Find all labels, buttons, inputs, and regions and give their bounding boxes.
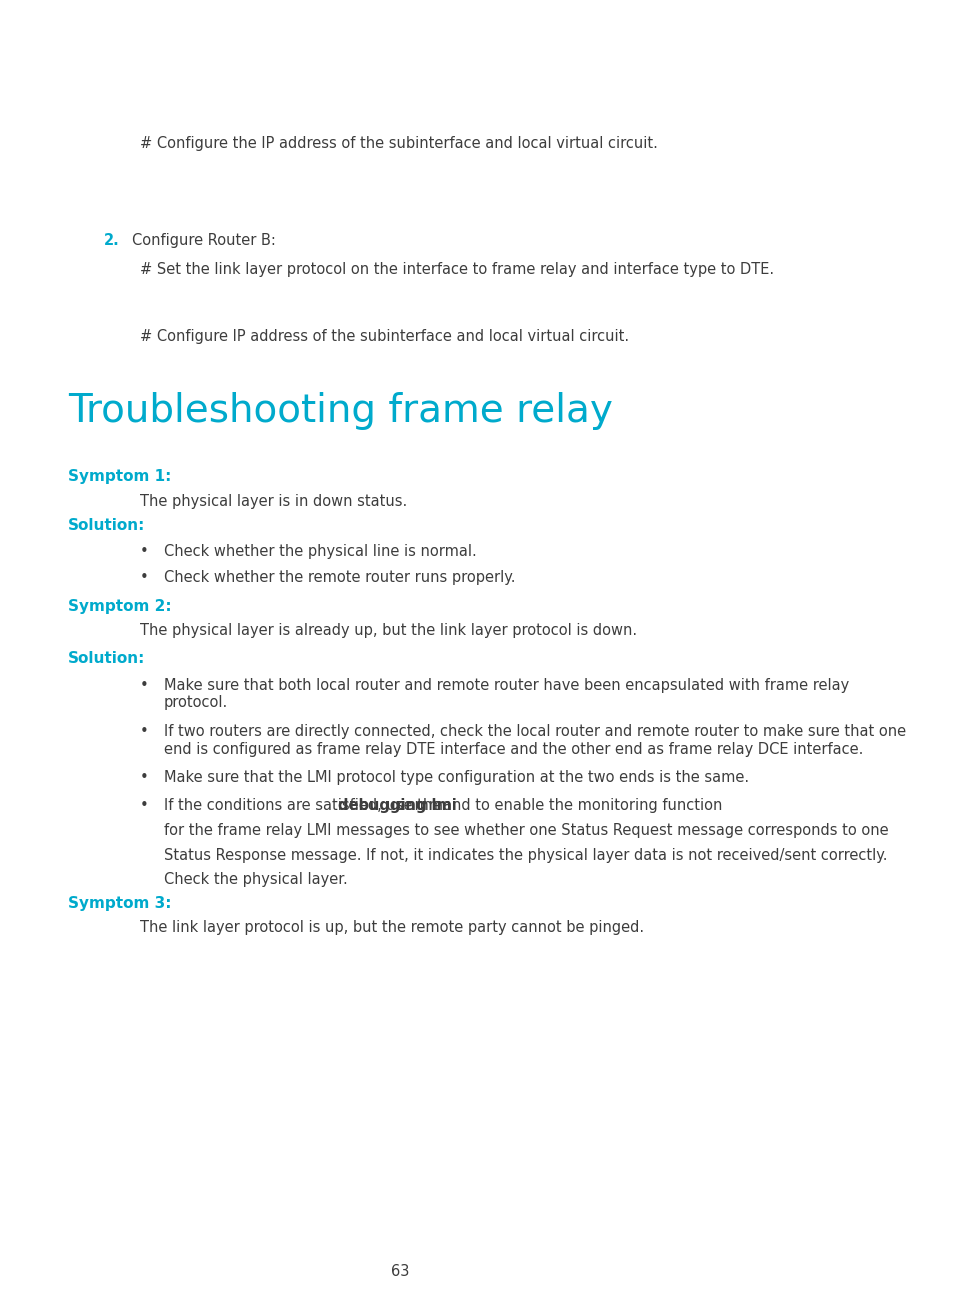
- Text: The physical layer is already up, but the link layer protocol is down.: The physical layer is already up, but th…: [140, 623, 637, 639]
- Text: •: •: [140, 678, 149, 693]
- Text: •: •: [140, 570, 149, 586]
- Text: Configure Router B:: Configure Router B:: [132, 233, 275, 249]
- Text: Troubleshooting frame relay: Troubleshooting frame relay: [68, 393, 612, 430]
- Text: command to enable the monitoring function: command to enable the monitoring functio…: [393, 798, 721, 814]
- Text: •: •: [140, 798, 149, 814]
- Text: The physical layer is in down status.: The physical layer is in down status.: [140, 494, 407, 509]
- Text: Symptom 3:: Symptom 3:: [68, 896, 172, 911]
- Text: for the frame relay LMI messages to see whether one Status Request message corre: for the frame relay LMI messages to see …: [164, 823, 887, 839]
- Text: •: •: [140, 770, 149, 785]
- Text: •: •: [140, 544, 149, 560]
- Text: # Set the link layer protocol on the interface to frame relay and interface type: # Set the link layer protocol on the int…: [140, 262, 773, 277]
- Text: If the conditions are satisfied, use the: If the conditions are satisfied, use the: [164, 798, 445, 814]
- Text: Solution:: Solution:: [68, 518, 145, 534]
- Text: Make sure that both local router and remote router have been encapsulated with f: Make sure that both local router and rem…: [164, 678, 848, 710]
- Text: Make sure that the LMI protocol type configuration at the two ends is the same.: Make sure that the LMI protocol type con…: [164, 770, 748, 785]
- Text: 63: 63: [390, 1264, 409, 1279]
- Text: •: •: [140, 724, 149, 740]
- Text: Symptom 1:: Symptom 1:: [68, 469, 172, 485]
- Text: # Configure IP address of the subinterface and local virtual circuit.: # Configure IP address of the subinterfa…: [140, 329, 628, 345]
- Text: Check the physical layer.: Check the physical layer.: [164, 872, 347, 888]
- Text: # Configure the IP address of the subinterface and local virtual circuit.: # Configure the IP address of the subint…: [140, 136, 658, 152]
- Text: The link layer protocol is up, but the remote party cannot be pinged.: The link layer protocol is up, but the r…: [140, 920, 643, 936]
- Text: If two routers are directly connected, check the local router and remote router : If two routers are directly connected, c…: [164, 724, 905, 757]
- Text: Check whether the remote router runs properly.: Check whether the remote router runs pro…: [164, 570, 515, 586]
- Text: Check whether the physical line is normal.: Check whether the physical line is norma…: [164, 544, 476, 560]
- Text: Status Response message. If not, it indicates the physical layer data is not rec: Status Response message. If not, it indi…: [164, 848, 886, 863]
- Text: Symptom 2:: Symptom 2:: [68, 599, 172, 614]
- Text: 2.: 2.: [104, 233, 119, 249]
- Text: debugging lmi: debugging lmi: [337, 798, 456, 814]
- Text: Solution:: Solution:: [68, 651, 145, 666]
